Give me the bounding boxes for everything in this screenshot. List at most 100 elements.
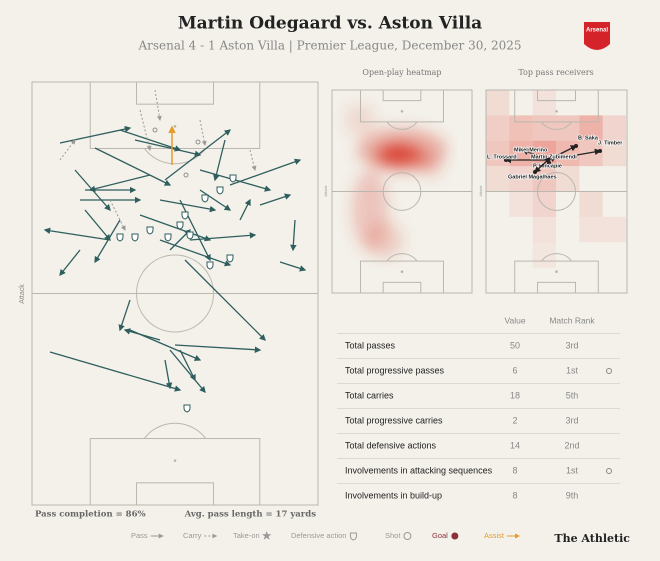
penalty-arc (386, 253, 418, 262)
shot (152, 127, 158, 133)
legend-label: Pass (131, 531, 148, 540)
receiver-cell (556, 115, 580, 141)
heat-blob (345, 105, 375, 135)
carry-arrow (139, 109, 152, 151)
stat-name: Total defensive actions (345, 440, 437, 450)
goal-area (382, 89, 422, 102)
stat-name: Involvements in build-up (345, 490, 442, 500)
stat-value: 8 (512, 490, 517, 500)
defensive-action (206, 261, 214, 270)
defensive-action (183, 404, 191, 413)
pass-arrow (199, 189, 232, 211)
pitch (31, 81, 319, 506)
receiver-label: P. Hincapie (533, 163, 562, 169)
defensive-action (116, 233, 124, 242)
heatmap (345, 105, 447, 258)
receiver-node (554, 155, 558, 159)
pitch (331, 89, 473, 294)
receiver-cell (579, 191, 603, 217)
stat-rank: 9th (566, 490, 579, 500)
receiver-label: Gabriel Magalhaes (508, 174, 557, 180)
defensive-action (181, 211, 189, 220)
pass-arrow (134, 139, 202, 157)
defensive-action (176, 221, 184, 230)
receiver-cell (532, 115, 556, 141)
defensive-action (216, 186, 224, 195)
carry-arrow (199, 119, 207, 146)
pass-arrow (49, 351, 182, 392)
pass-link (521, 148, 549, 161)
receiver-label: B. Saka (578, 135, 599, 141)
heat-blob (418, 153, 442, 177)
stat-value: 6 (512, 365, 517, 375)
stat-value: 14 (510, 440, 520, 450)
penalty-spot (400, 109, 404, 113)
receiver-cell (532, 90, 556, 116)
receiver-cell (532, 216, 556, 243)
penalty-area (360, 260, 444, 294)
pass-arrow (259, 193, 292, 206)
pass-arrow (169, 349, 206, 393)
legend-icon (403, 532, 412, 540)
receiver-cell (602, 140, 626, 167)
penalty-spot (555, 109, 558, 113)
pass-arrow (229, 158, 302, 186)
penalty-arc (386, 121, 418, 130)
pitch (485, 89, 628, 294)
pass-arrow (43, 227, 111, 241)
stat-name: Total carries (345, 390, 394, 400)
receiver-label: L. Trossard (487, 154, 517, 160)
stat-value: 50 (510, 340, 520, 350)
badge-text: Arsenal (586, 28, 608, 34)
legend-label: Assist (484, 531, 505, 540)
stat-name: Total progressive carries (345, 415, 443, 425)
receiver-label: J. Timber (598, 140, 623, 146)
pass-arrow (159, 199, 217, 213)
legend-label: Shot (385, 531, 401, 540)
goal-area (136, 482, 214, 506)
pass-arrow (84, 209, 111, 241)
pass-arrow (118, 299, 131, 332)
column-header: Match Rank (549, 315, 595, 325)
shot (183, 172, 189, 178)
pass-arrow (59, 125, 132, 144)
penalty-spot (173, 459, 177, 462)
stat-name: Total passes (345, 340, 396, 350)
defensive-action (229, 174, 237, 183)
stat-rank: 3rd (565, 340, 578, 350)
receiver-cell (579, 140, 603, 167)
pass-arrow (94, 219, 121, 264)
receiver-cell (509, 166, 533, 192)
penalty-arc (143, 422, 207, 439)
defensive-action (186, 231, 194, 240)
legend-icon (451, 532, 459, 540)
attack-label: Attack (323, 185, 328, 196)
pass-arrow (290, 219, 297, 252)
penalty-spot (555, 270, 558, 274)
goal-area (136, 81, 214, 105)
stat-rank: 1st (566, 365, 579, 375)
penalty-arc (540, 253, 573, 262)
legend-label: Defensive action (291, 531, 346, 540)
column-header: Value (504, 315, 525, 325)
pass-arrow (279, 261, 307, 272)
receiver-node (521, 148, 525, 152)
receiver-cell (509, 191, 533, 217)
receiver-cell (486, 166, 510, 192)
legend-icon (349, 532, 357, 541)
penalty-area (89, 81, 261, 149)
pass-arrow (129, 329, 202, 361)
stat-rank: 1st (566, 465, 579, 475)
medal-icon (606, 368, 612, 374)
receiver-cell (602, 115, 626, 141)
pass-arrow (159, 239, 232, 267)
pass-arrow (164, 359, 173, 390)
penalty-area (89, 438, 261, 506)
receiver-node (533, 170, 537, 174)
receiver-label: Martin Zubimendi (531, 154, 577, 160)
stat-rank: 3rd (565, 415, 578, 425)
center-circle (136, 254, 214, 333)
stat-name: Involvements in attacking sequences (345, 465, 493, 475)
penalty-spot (173, 125, 177, 128)
